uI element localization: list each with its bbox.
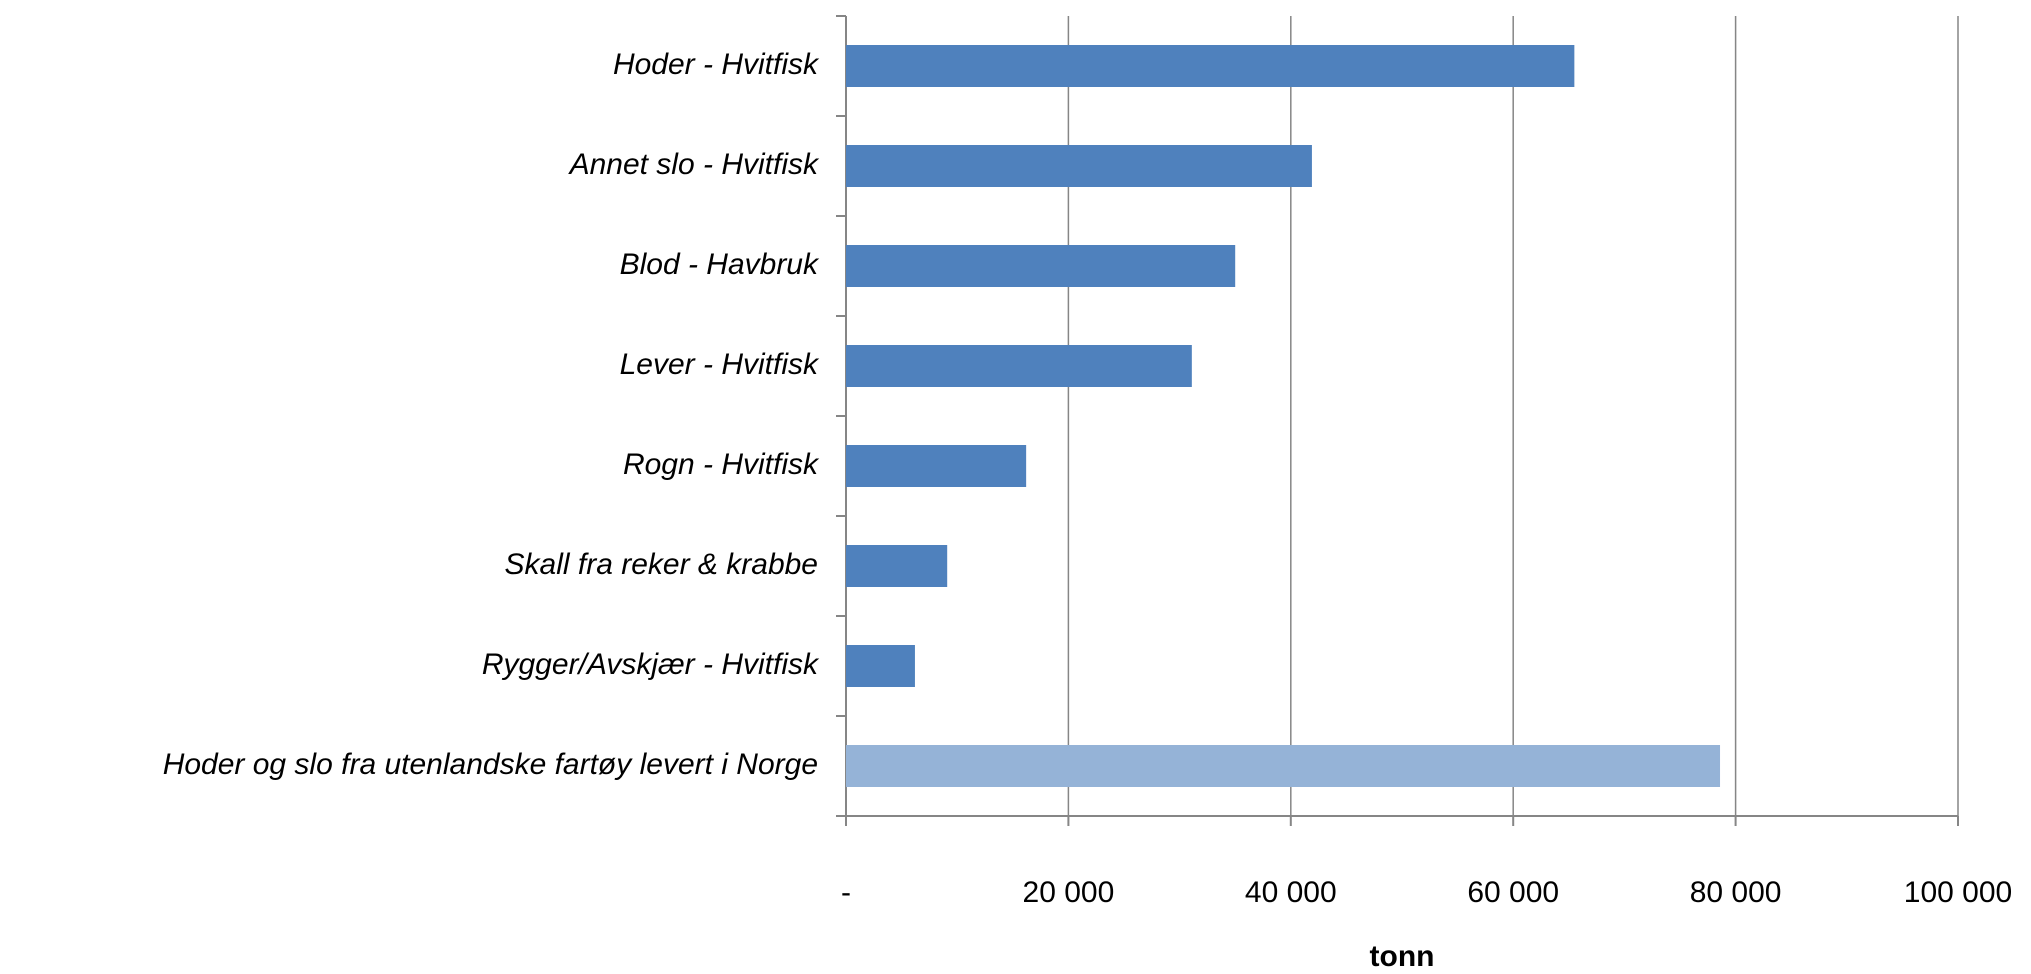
x-tick-label: 80 000 bbox=[1690, 876, 1782, 909]
bar bbox=[846, 345, 1192, 387]
x-tick-label: 20 000 bbox=[1023, 876, 1115, 909]
bar bbox=[846, 145, 1312, 187]
bar bbox=[846, 745, 1721, 787]
y-tick-label: Hoder og slo fra utenlandske fartøy leve… bbox=[163, 748, 818, 781]
bar bbox=[846, 245, 1236, 287]
y-tick-label: Annet slo - Hvitfisk bbox=[568, 148, 820, 181]
x-tick-label: 100 000 bbox=[1904, 876, 2012, 909]
bar bbox=[846, 545, 948, 587]
x-tick-label: 60 000 bbox=[1467, 876, 1559, 909]
x-tick-label: 40 000 bbox=[1245, 876, 1337, 909]
y-tick-label: Hoder - Hvitfisk bbox=[613, 48, 820, 81]
y-tick-label: Rogn - Hvitfisk bbox=[623, 448, 820, 481]
y-tick-label: Blod - Havbruk bbox=[620, 248, 820, 281]
bar bbox=[846, 445, 1027, 487]
y-tick-label: Skall fra reker & krabbe bbox=[505, 548, 818, 581]
y-tick-label: Lever - Hvitfisk bbox=[620, 348, 820, 381]
bar bbox=[846, 45, 1575, 87]
x-tick-label: - bbox=[841, 876, 851, 909]
bar bbox=[846, 645, 915, 687]
x-axis-label: tonn bbox=[1370, 940, 1435, 973]
y-tick-label: Rygger/Avskjær - Hvitfisk bbox=[482, 648, 820, 681]
